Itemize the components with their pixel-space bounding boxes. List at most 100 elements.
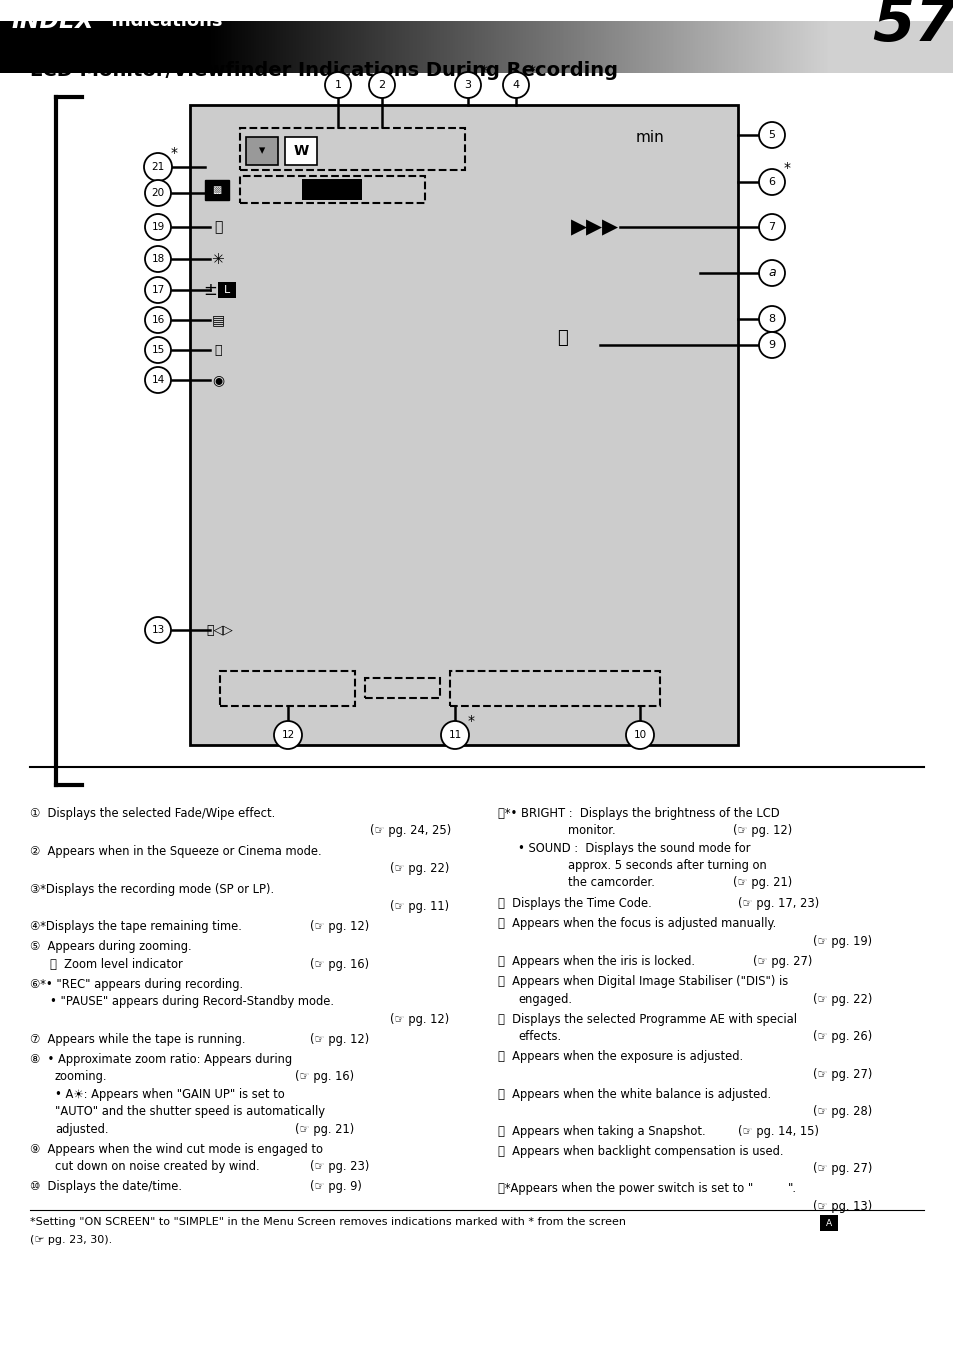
Bar <box>560 20 563 73</box>
Bar <box>21 20 23 73</box>
Bar <box>95 20 97 73</box>
Bar <box>824 20 826 73</box>
Bar <box>170 20 172 73</box>
Bar <box>241 20 244 73</box>
Bar <box>643 20 645 73</box>
Bar <box>386 20 388 73</box>
Text: L: L <box>224 285 230 295</box>
Bar <box>183 20 185 73</box>
Bar <box>100 20 102 73</box>
Bar <box>181 20 183 73</box>
Bar <box>48 20 50 73</box>
Bar <box>543 20 545 73</box>
Bar <box>498 20 501 73</box>
Bar <box>276 20 278 73</box>
Bar <box>917 20 919 73</box>
Bar <box>22 20 25 73</box>
Bar <box>902 20 904 73</box>
Bar <box>798 20 800 73</box>
Bar <box>650 20 652 73</box>
Bar <box>431 20 433 73</box>
Bar <box>465 20 468 73</box>
Bar <box>353 20 355 73</box>
Text: (☞ pg. 28): (☞ pg. 28) <box>812 1104 871 1118</box>
Text: 19: 19 <box>152 222 165 232</box>
Bar <box>232 20 234 73</box>
Bar <box>17 20 20 73</box>
Bar <box>622 20 625 73</box>
Bar <box>805 20 807 73</box>
Bar <box>708 20 711 73</box>
Bar <box>829 20 831 73</box>
Text: (☞ pg. 23, 30).: (☞ pg. 23, 30). <box>30 1234 112 1245</box>
Bar <box>853 20 855 73</box>
Bar <box>122 20 125 73</box>
Bar <box>389 20 392 73</box>
Bar <box>713 20 716 73</box>
Bar <box>570 20 573 73</box>
Text: • A☀: Appears when "GAIN UP" is set to: • A☀: Appears when "GAIN UP" is set to <box>55 1088 284 1102</box>
Text: 13: 13 <box>152 625 165 635</box>
Bar <box>126 20 128 73</box>
Text: (☞ pg. 12): (☞ pg. 12) <box>390 1014 449 1026</box>
Bar <box>208 20 211 73</box>
Bar <box>937 20 940 73</box>
Bar <box>16 20 18 73</box>
Bar <box>629 20 631 73</box>
Bar <box>808 20 811 73</box>
Bar <box>626 20 628 73</box>
Bar <box>702 20 704 73</box>
Bar <box>760 20 761 73</box>
Bar <box>29 20 30 73</box>
Bar <box>24 20 26 73</box>
Bar <box>176 20 178 73</box>
Bar <box>216 20 218 73</box>
Circle shape <box>145 276 171 304</box>
Bar <box>793 20 795 73</box>
Bar <box>594 20 597 73</box>
Bar <box>5 20 7 73</box>
Bar <box>496 20 497 73</box>
Bar <box>222 20 225 73</box>
Bar <box>202 20 204 73</box>
Bar <box>605 20 607 73</box>
Bar <box>600 20 602 73</box>
Bar <box>224 20 226 73</box>
Bar <box>151 20 153 73</box>
Bar <box>260 20 263 73</box>
Bar <box>19 20 21 73</box>
Bar <box>135 20 137 73</box>
Bar <box>769 20 771 73</box>
Bar <box>417 20 420 73</box>
Bar <box>127 20 130 73</box>
Text: ⑰  Appears when the exposure is adjusted.: ⑰ Appears when the exposure is adjusted. <box>497 1050 742 1064</box>
Bar <box>274 20 275 73</box>
Bar <box>445 20 447 73</box>
Bar <box>8 20 10 73</box>
Bar <box>639 20 640 73</box>
Bar <box>203 20 206 73</box>
Bar <box>598 20 599 73</box>
Bar <box>946 20 949 73</box>
Bar <box>402 20 404 73</box>
Bar <box>469 20 471 73</box>
Bar <box>789 20 792 73</box>
Bar <box>443 20 445 73</box>
Circle shape <box>145 367 171 393</box>
Bar <box>57 20 59 73</box>
Text: LCD Monitor/Viewfinder Indications During Recording: LCD Monitor/Viewfinder Indications Durin… <box>30 61 618 80</box>
Bar <box>329 20 331 73</box>
Bar <box>419 20 421 73</box>
Bar <box>799 20 801 73</box>
Bar <box>658 20 659 73</box>
Bar <box>923 20 925 73</box>
Bar <box>659 20 661 73</box>
Bar <box>474 20 476 73</box>
Bar <box>896 20 898 73</box>
Text: (☞ pg. 16): (☞ pg. 16) <box>294 1070 354 1083</box>
Bar <box>534 20 536 73</box>
Bar <box>93 20 96 73</box>
Bar <box>515 20 517 73</box>
Text: effects.: effects. <box>517 1030 560 1043</box>
Bar <box>332 20 335 73</box>
